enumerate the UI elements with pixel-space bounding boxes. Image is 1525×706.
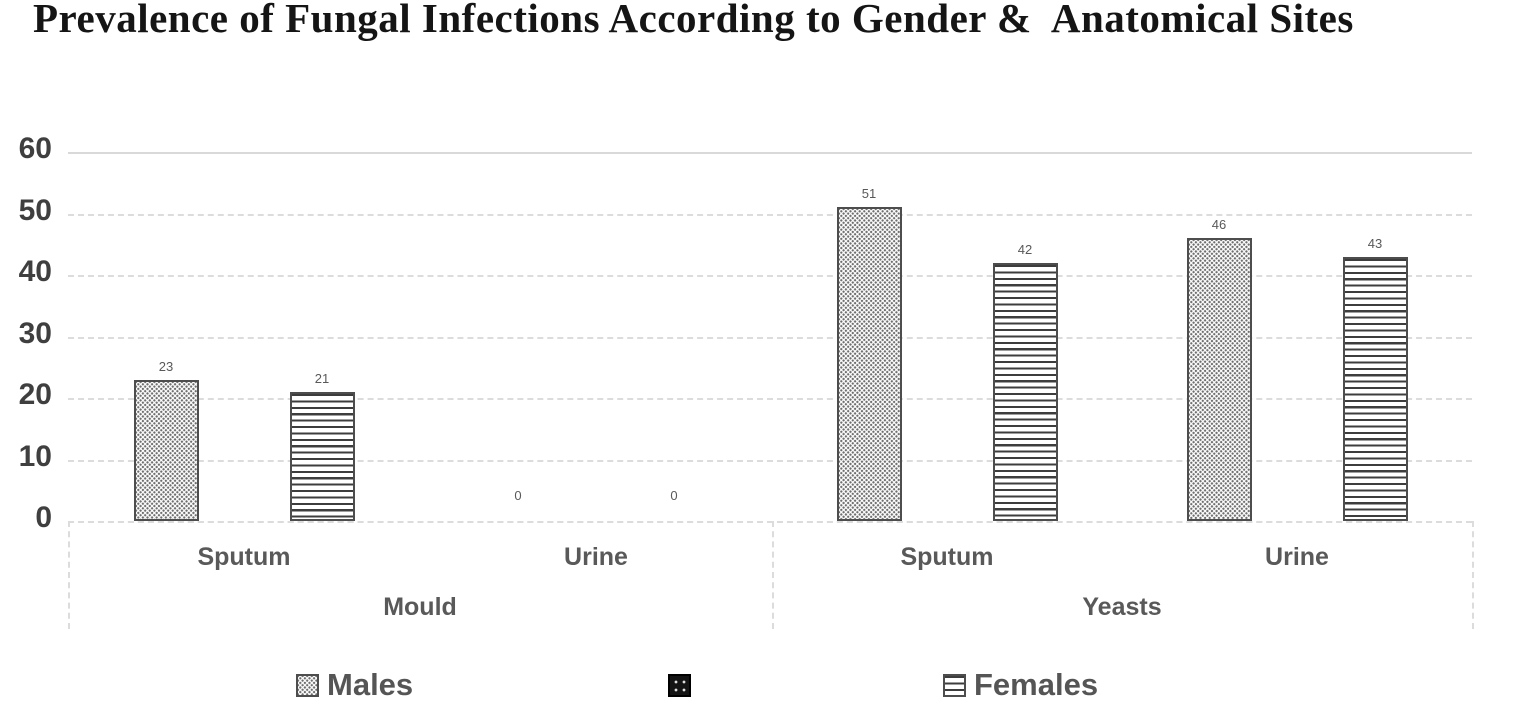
bar-value-label: 21 <box>314 370 330 386</box>
bar-value-label: 0 <box>670 488 678 503</box>
bar-value-label: 42 <box>1017 241 1033 257</box>
legend-swatch <box>296 673 319 697</box>
gridline <box>68 398 1472 400</box>
y-tick-label: 30 <box>18 316 52 350</box>
gridline <box>68 275 1472 277</box>
axis-divider <box>68 521 70 629</box>
bar-value-label: 43 <box>1367 235 1383 251</box>
bar-value-label: 0 <box>514 488 522 503</box>
group-label: Yeasts <box>1082 593 1162 621</box>
category-label: Sputum <box>900 543 994 571</box>
legend-item <box>668 668 699 702</box>
legend-item: Females <box>943 668 1098 702</box>
bar-value-label: 23 <box>158 358 174 374</box>
bar-females <box>992 262 1058 521</box>
bar-males <box>836 207 902 521</box>
bar-males <box>133 379 199 521</box>
group-label: Mould <box>383 593 457 621</box>
bar-males <box>1186 238 1252 521</box>
bar-females <box>289 391 355 521</box>
y-tick-label: 10 <box>18 439 52 473</box>
gridline <box>68 213 1472 216</box>
category-label: Sputum <box>197 543 291 571</box>
legend-label: Females <box>974 667 1099 702</box>
gridline <box>68 152 1472 154</box>
y-tick-label: 40 <box>18 255 52 288</box>
legend-item: Males <box>296 668 413 702</box>
legend-swatch <box>943 673 966 697</box>
chart-title: Prevalence of Fungal Infections Accordin… <box>33 0 1354 41</box>
y-tick-label: 50 <box>18 193 52 227</box>
gridline <box>68 459 1472 462</box>
bar-females <box>1342 256 1408 521</box>
category-label: Urine <box>564 543 628 571</box>
category-label: Urine <box>1265 543 1329 571</box>
axis-divider <box>772 521 774 629</box>
legend-swatch <box>668 673 691 697</box>
y-tick-label: 0 <box>35 501 52 534</box>
axis-divider <box>1472 521 1474 629</box>
legend-label: Males <box>327 667 414 702</box>
axis-baseline <box>68 521 1472 523</box>
y-tick-label: 60 <box>18 132 52 165</box>
bar-value-label: 51 <box>861 186 877 202</box>
bar-value-label: 46 <box>1211 217 1227 233</box>
y-tick-label: 20 <box>18 378 52 411</box>
gridline <box>68 336 1472 339</box>
